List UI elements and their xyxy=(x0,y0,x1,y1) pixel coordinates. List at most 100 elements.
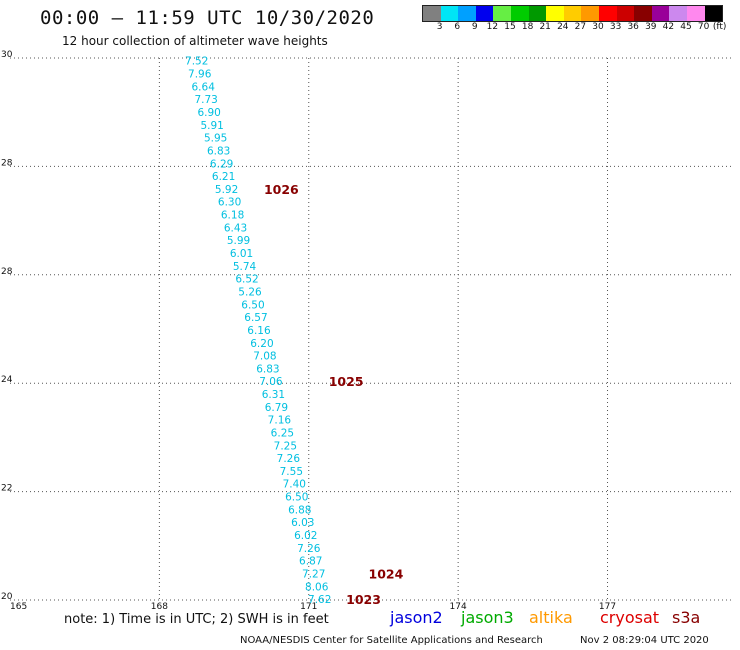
pressure-annotation: 1023 xyxy=(346,592,381,607)
wave-height-label: 6.52 xyxy=(235,274,258,286)
legend-swatch xyxy=(475,6,494,21)
wave-height-label: 7.26 xyxy=(297,543,321,555)
legend-swatch xyxy=(423,6,441,21)
legend-label: 36 xyxy=(627,22,639,32)
legend-label: 30 xyxy=(592,22,604,32)
wave-height-label: 6.50 xyxy=(241,300,264,312)
wave-height-label: 5.95 xyxy=(204,133,227,145)
wave-height-label: 6.83 xyxy=(207,146,230,158)
wave-height-label: 6.03 xyxy=(291,517,314,529)
wave-height-label: 6.79 xyxy=(265,402,288,414)
wave-height-label: 6.31 xyxy=(262,389,285,401)
y-tick-label: 22 xyxy=(1,484,12,494)
wave-height-label: 7.08 xyxy=(253,351,276,363)
legend-swatch xyxy=(546,6,564,21)
legend-label: 42 xyxy=(662,22,675,32)
legend-swatch xyxy=(704,6,723,21)
legend-label: 21 xyxy=(539,22,551,32)
legend-swatch xyxy=(581,6,599,21)
legend-label: 6 xyxy=(454,22,461,32)
legend-label: 39 xyxy=(645,22,657,32)
wave-height-label: 6.83 xyxy=(256,364,279,376)
wave-height-label: 6.88 xyxy=(288,504,311,516)
wave-height-label: 7.40 xyxy=(283,478,306,490)
x-tick-label: 168 xyxy=(151,602,168,612)
y-tick-label: 30 xyxy=(1,50,13,60)
legend-swatch xyxy=(458,6,476,21)
legend-swatch xyxy=(598,6,617,21)
page-title: 00:00 – 11:59 UTC 10/30/2020 xyxy=(40,7,375,29)
legend-label: 45 xyxy=(680,22,692,32)
wave-height-label: 7.25 xyxy=(274,441,297,453)
x-tick-label: 165 xyxy=(10,602,27,612)
wave-height-label: 5.92 xyxy=(215,184,238,196)
legend-swatch xyxy=(563,6,582,21)
legend-swatch xyxy=(651,6,670,21)
wave-height-label: 6.20 xyxy=(250,338,273,350)
y-tick-label: 28 xyxy=(1,158,13,168)
y-tick-label: 24 xyxy=(1,375,13,385)
wave-height-label: 7.73 xyxy=(194,94,217,106)
legend-unit: (ft) xyxy=(712,22,727,32)
legend-swatch xyxy=(616,6,635,21)
wave-height-label: 8.06 xyxy=(305,581,329,593)
wave-height-label: 6.02 xyxy=(294,530,317,542)
page-subtitle: 12 hour collection of altimeter wave hei… xyxy=(62,34,328,48)
wave-height-label: 6.18 xyxy=(221,210,244,222)
legend-swatch xyxy=(686,6,705,21)
wave-height-label: 7.16 xyxy=(268,415,292,427)
pressure-annotation: 1026 xyxy=(264,182,299,197)
wave-height-label: 6.87 xyxy=(299,555,322,567)
wave-height-label: 6.57 xyxy=(244,312,267,324)
legend-label: 12 xyxy=(486,22,499,32)
legend-label: 15 xyxy=(504,22,516,32)
y-tick-label: 28 xyxy=(1,267,13,277)
wave-height-label: 6.30 xyxy=(218,197,241,209)
generated-timestamp: Nov 2 08:29:04 UTC 2020 xyxy=(580,635,709,646)
wave-height-label: 6.43 xyxy=(224,223,247,235)
legend-label: 9 xyxy=(471,22,478,32)
wave-height-label: 5.26 xyxy=(238,287,262,299)
wave-height-label: 5.99 xyxy=(227,235,250,247)
x-tick-label: 174 xyxy=(450,602,467,612)
wave-height-label: 6.21 xyxy=(212,171,235,183)
wave-height-label: 6.29 xyxy=(210,159,233,171)
satellite-jason2-label: jason2 xyxy=(390,608,443,627)
legend-swatch xyxy=(493,6,511,21)
wave-height-label: 6.16 xyxy=(247,325,271,337)
legend-swatch xyxy=(528,6,547,21)
wave-height-label: 5.91 xyxy=(200,120,223,132)
wave-height-label: 7.62 xyxy=(308,594,331,606)
wave-height-label: 7.27 xyxy=(302,568,325,580)
satellite-altika-label: altika xyxy=(529,608,573,627)
legend-swatch xyxy=(669,6,687,21)
color-scale-labels: 3 6 9 12 15 18 21 24 27 30 33 36 39 42 45 70 (ft) xyxy=(422,22,740,34)
satellite-jason3-label: jason3 xyxy=(461,608,514,627)
wave-height-label: 7.96 xyxy=(188,69,212,81)
wave-height-label: 6.01 xyxy=(230,248,253,260)
pressure-annotation: 1025 xyxy=(329,374,364,389)
satellite-cryosat-label: cryosat xyxy=(600,608,660,627)
legend-label: 33 xyxy=(609,22,622,32)
legend-label: 3 xyxy=(436,22,443,32)
legend-swatch xyxy=(510,6,529,21)
legend-label: 70 xyxy=(697,22,710,32)
wave-height-label: 7.52 xyxy=(185,56,208,68)
wave-height-label: 6.25 xyxy=(271,428,294,440)
x-tick-label: 177 xyxy=(599,602,616,612)
wave-height-label: 6.90 xyxy=(197,107,220,119)
legend-swatch xyxy=(634,6,652,21)
legend-label: 27 xyxy=(574,22,587,32)
wave-height-label: 5.74 xyxy=(233,261,257,273)
wave-height-label: 6.50 xyxy=(285,491,308,503)
legend-label: 18 xyxy=(521,22,534,32)
y-tick-label: 20 xyxy=(1,592,13,602)
wave-height-label: 7.55 xyxy=(280,466,303,478)
pressure-annotation: 1024 xyxy=(369,566,404,581)
footer-note: note: 1) Time is in UTC; 2) SWH is in fe… xyxy=(64,612,329,627)
wave-height-label: 7.06 xyxy=(259,376,283,388)
wave-height-label: 6.64 xyxy=(192,82,216,94)
credit-text: NOAA/NESDIS Center for Satellite Applica… xyxy=(240,635,543,646)
